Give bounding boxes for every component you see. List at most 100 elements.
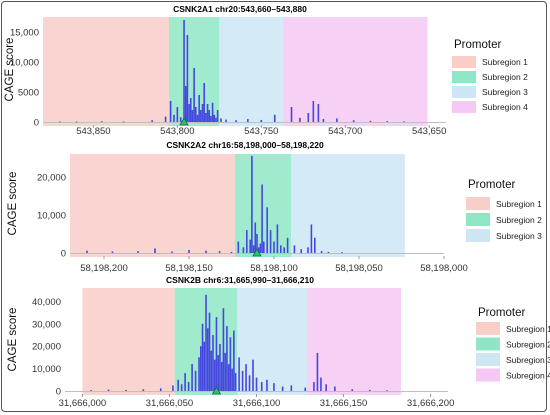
data-bar [154,248,156,253]
data-bar [188,249,190,253]
data-bar [90,390,92,391]
data-bar [208,110,211,122]
chart-title: CSNK2A1 chr20:543,660–543,880 [173,4,307,14]
data-bar [173,114,175,122]
data-bar [248,375,251,391]
data-bar [172,385,174,391]
data-bar [213,114,216,122]
data-bar [266,379,268,391]
data-bar [273,114,276,122]
y-tick-label: 15,000 [10,28,39,39]
legend-entry-label: Subregion 1 [496,199,542,209]
legend-swatch [452,71,476,83]
data-bar [304,387,307,391]
data-bar [230,251,233,253]
legend-swatch [476,322,500,335]
data-bar [341,252,343,254]
data-bar [290,385,293,391]
legend-entry-label: Subregion 4 [506,371,550,381]
x-tick-label: 58,198,050 [335,263,383,274]
y-tick-label: 20,000 [37,172,66,183]
data-bar [312,101,315,122]
data-bar [206,104,209,122]
data-bar [255,377,258,391]
chart-panel-3: 0 10,000 20,000 30,000 40,000 31,666,000 31,66… [7,275,550,409]
data-bar [300,249,302,253]
data-bar [386,390,388,392]
data-bar [233,330,235,391]
data-bar [176,107,179,122]
data-bar [189,98,192,122]
subregion-band [283,17,428,126]
data-bar [58,121,61,123]
data-bar [247,119,249,122]
data-bar [403,121,405,123]
data-bar [210,116,212,122]
data-bar [368,389,371,391]
data-bar [369,120,372,122]
x-tick-label: 543,800 [160,126,194,137]
x-tick-label: 31,666,200 [407,398,455,409]
data-bar [137,251,139,253]
data-bar [327,251,330,253]
data-bar [203,341,206,391]
data-bar [273,383,275,391]
y-tick-label: 5000 [18,88,39,99]
data-bar [293,245,296,253]
legend-swatch [476,337,500,351]
data-bar [184,86,187,122]
data-bar [276,224,279,253]
data-bar [273,241,275,253]
legend-swatch [452,56,476,68]
data-bar [107,389,110,391]
legend-entry-label: Subregion 2 [496,215,542,225]
data-bar [260,119,263,122]
data-bar [191,110,194,122]
data-bar [215,117,217,122]
x-tick-label: 31,666,000 [59,398,107,409]
data-bar [179,117,182,122]
data-bar [184,373,186,391]
chart-title: CSNK2A2 chr16:58,198,000–58,198,220 [166,140,324,150]
legend-title: Promoter [454,39,501,51]
data-bar [252,359,254,391]
data-bar [159,388,162,391]
data-bar [125,389,127,391]
data-bar [198,95,200,122]
y-tick-label: 10,000 [32,364,61,375]
data-bar [307,113,310,122]
data-bar [257,247,260,253]
legend-entry-label: Subregion 2 [506,340,550,350]
subregion-band [43,17,169,126]
y-axis-label: CAGE score [7,308,19,372]
tss-marker [252,248,262,257]
data-bar [334,386,336,391]
data-bar [286,237,289,253]
data-bar [280,245,282,253]
data-bar [251,155,253,253]
data-bar [351,389,354,391]
data-bar [205,113,207,122]
x-tick-label: 58,198,200 [80,263,128,274]
x-tick-label: 31,666,150 [320,398,368,409]
legend-swatch [452,101,476,113]
legend-swatch [476,353,500,366]
data-bar [188,104,190,122]
data-bar [198,357,200,391]
data-bar [210,350,213,391]
data-bar [307,247,309,253]
data-bar [313,382,315,391]
data-bar [194,370,197,391]
data-bar [203,83,205,122]
data-bar [325,384,327,391]
data-bar [269,230,272,253]
data-bar [314,237,316,253]
subregion-band [219,17,284,126]
data-bar [206,328,209,391]
data-bar [222,308,225,391]
subregion-band [291,154,405,257]
y-tick-label: 20,000 [32,342,61,353]
data-bar [259,243,262,253]
data-bar [200,110,202,122]
data-bar [225,119,227,122]
